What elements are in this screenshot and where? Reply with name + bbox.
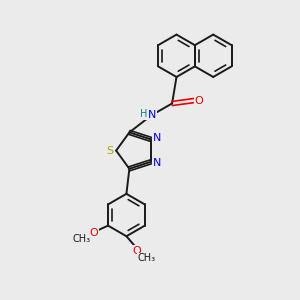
Text: N: N [153, 158, 161, 168]
Text: O: O [89, 228, 98, 238]
Text: O: O [195, 95, 203, 106]
Text: O: O [132, 246, 141, 256]
Text: N: N [153, 133, 161, 143]
Text: H: H [140, 109, 148, 119]
Text: CH₃: CH₃ [137, 253, 155, 263]
Text: S: S [106, 146, 113, 156]
Text: CH₃: CH₃ [73, 235, 91, 244]
Text: N: N [148, 110, 156, 120]
